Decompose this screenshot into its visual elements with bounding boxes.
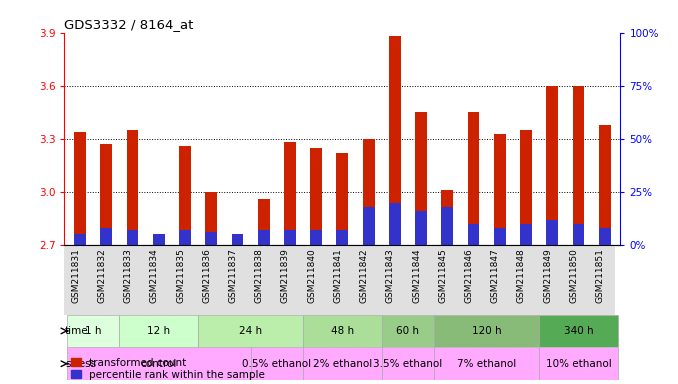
Bar (284, 142, 296, 245)
Bar (153, 238, 165, 245)
Bar (127, 130, 138, 245)
Text: 24 h: 24 h (239, 326, 262, 336)
Bar (382, 314, 434, 348)
Text: 60 h: 60 h (397, 326, 420, 336)
Bar (205, 192, 217, 245)
Bar (100, 228, 113, 245)
Bar (546, 220, 558, 245)
Bar (258, 199, 270, 245)
Bar (119, 314, 198, 348)
Bar (153, 234, 165, 245)
Text: GSM211832: GSM211832 (98, 248, 106, 303)
Text: GSM211845: GSM211845 (438, 248, 447, 303)
Text: GSM211834: GSM211834 (150, 248, 159, 303)
Bar (468, 224, 479, 245)
Bar (179, 146, 191, 245)
Bar (303, 348, 382, 380)
Bar (520, 130, 532, 245)
Text: 340 h: 340 h (563, 326, 593, 336)
Text: GDS3332 / 8164_at: GDS3332 / 8164_at (64, 18, 194, 31)
Bar (363, 139, 374, 245)
Bar (198, 314, 303, 348)
Bar (232, 242, 243, 245)
Text: GSM211836: GSM211836 (202, 248, 212, 303)
Bar (539, 314, 618, 348)
Bar (75, 234, 86, 245)
Bar (336, 153, 348, 245)
Text: GSM211847: GSM211847 (491, 248, 500, 303)
Bar (75, 132, 86, 245)
Bar (284, 230, 296, 245)
Text: GSM211843: GSM211843 (386, 248, 395, 303)
Bar (258, 230, 270, 245)
Bar (494, 134, 506, 245)
FancyBboxPatch shape (64, 245, 615, 314)
Text: 2% ethanol: 2% ethanol (313, 359, 372, 369)
Bar (434, 314, 539, 348)
Text: GSM211833: GSM211833 (123, 248, 133, 303)
Bar (520, 224, 532, 245)
Bar (539, 348, 618, 380)
Bar (303, 314, 382, 348)
Bar (127, 230, 138, 245)
Text: GSM211835: GSM211835 (176, 248, 185, 303)
Bar (382, 348, 434, 380)
Text: GSM211851: GSM211851 (596, 248, 605, 303)
Text: 1 h: 1 h (85, 326, 102, 336)
Bar (415, 211, 427, 245)
Text: GSM211840: GSM211840 (307, 248, 316, 303)
Text: 120 h: 120 h (472, 326, 502, 336)
Bar (572, 86, 584, 245)
Text: 12 h: 12 h (147, 326, 170, 336)
Text: GSM211839: GSM211839 (281, 248, 290, 303)
Text: time: time (65, 326, 89, 336)
Text: 3.5% ethanol: 3.5% ethanol (374, 359, 443, 369)
Bar (67, 314, 119, 348)
Text: GSM211846: GSM211846 (464, 248, 473, 303)
Bar (100, 144, 113, 245)
Text: GSM211831: GSM211831 (71, 248, 80, 303)
Bar (434, 348, 539, 380)
Bar (232, 234, 243, 245)
Bar (572, 224, 584, 245)
Text: 48 h: 48 h (331, 326, 354, 336)
Text: 0.5% ethanol: 0.5% ethanol (242, 359, 311, 369)
Bar (494, 228, 506, 245)
Bar (179, 230, 191, 245)
Text: GSM211841: GSM211841 (334, 248, 342, 303)
Bar (599, 125, 610, 245)
Text: GSM211842: GSM211842 (359, 248, 369, 303)
Bar (251, 348, 303, 380)
Bar (205, 232, 217, 245)
Text: GSM211837: GSM211837 (228, 248, 237, 303)
Bar (389, 36, 401, 245)
Text: GSM211850: GSM211850 (570, 248, 578, 303)
Text: 7% ethanol: 7% ethanol (457, 359, 516, 369)
Text: GSM211844: GSM211844 (412, 248, 421, 303)
Bar (441, 207, 453, 245)
Bar (363, 207, 374, 245)
Text: 10% ethanol: 10% ethanol (546, 359, 612, 369)
Bar (415, 112, 427, 245)
Bar (311, 148, 322, 245)
Bar (311, 230, 322, 245)
Text: control: control (140, 359, 177, 369)
Text: GSM211849: GSM211849 (543, 248, 552, 303)
Bar (389, 202, 401, 245)
Bar (336, 230, 348, 245)
Text: GSM211838: GSM211838 (255, 248, 264, 303)
Bar (599, 228, 610, 245)
Legend: transformed count, percentile rank within the sample: transformed count, percentile rank withi… (70, 357, 266, 381)
Bar (441, 190, 453, 245)
Bar (546, 86, 558, 245)
Bar (67, 348, 251, 380)
Text: GSM211848: GSM211848 (517, 248, 526, 303)
Text: stress: stress (65, 359, 96, 369)
Bar (468, 112, 479, 245)
